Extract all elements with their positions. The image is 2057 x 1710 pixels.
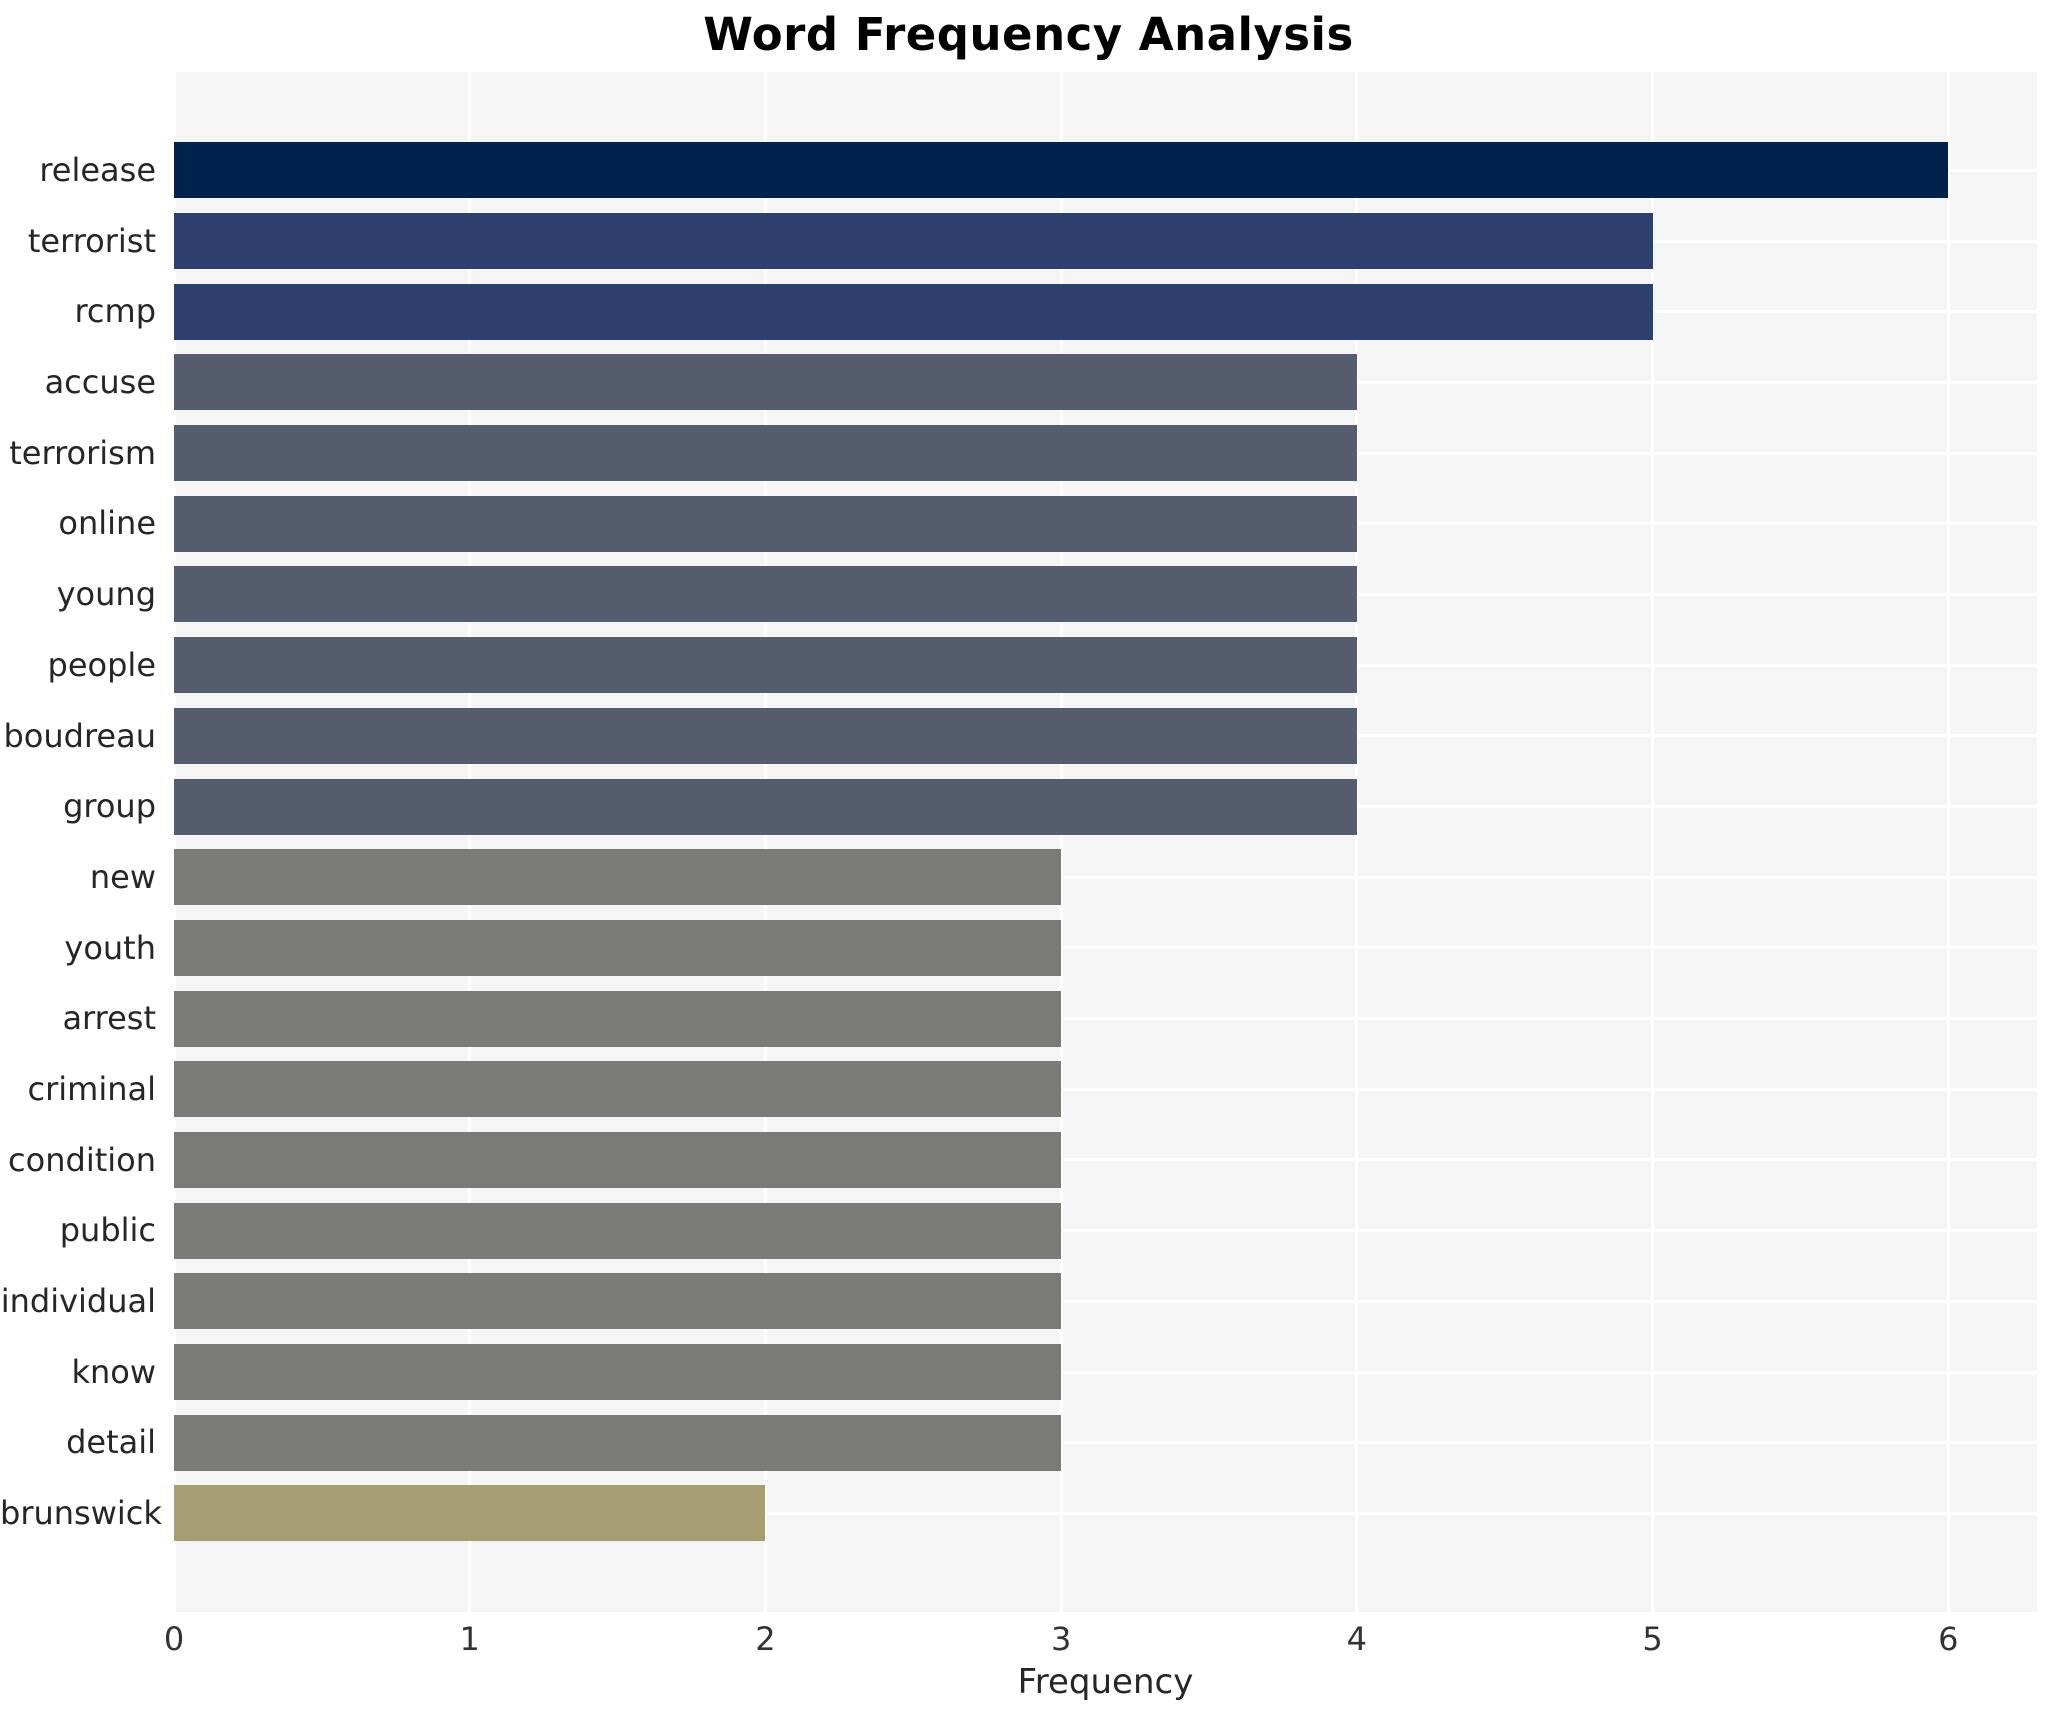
bar-row: people: [48, 630, 2037, 701]
y-axis-label: detail: [66, 1423, 156, 1462]
frequency-bar: [174, 142, 1949, 199]
row-gridline: [174, 1017, 2037, 1021]
x-tick-label: 6: [1938, 1620, 1959, 1658]
frequency-bar: [174, 1344, 1062, 1401]
bar-row: detail: [66, 1407, 2037, 1478]
frequency-bar: [174, 637, 1357, 694]
y-axis-label: public: [59, 1211, 156, 1250]
frequency-bar: [174, 213, 1653, 270]
y-axis-label: terrorism: [9, 433, 156, 472]
frequency-bar: [174, 707, 1357, 764]
row-gridline: [174, 1229, 2037, 1233]
frequency-bar: [174, 425, 1357, 482]
chart-title: Word Frequency Analysis: [703, 8, 1354, 61]
y-axis-label: young: [56, 575, 156, 614]
y-axis-label: terrorist: [27, 221, 156, 260]
frequency-bar: [174, 1414, 1062, 1471]
plot-area: release terrorist rcmp accuse terrorism onlin…: [0, 72, 2037, 1612]
x-tick-label: 3: [1050, 1620, 1072, 1658]
bar-row: condition: [8, 1125, 2037, 1196]
y-axis-label: online: [58, 504, 156, 543]
bar-row: rcmp: [74, 276, 2037, 347]
row-gridline: [174, 1087, 2037, 1091]
bar-row: accuse: [45, 347, 2037, 418]
row-gridline: [174, 1370, 2037, 1374]
x-tick-label: 4: [1346, 1620, 1368, 1658]
frequency-bar: [174, 849, 1062, 906]
frequency-bar: [174, 1061, 1062, 1118]
bar-row: know: [71, 1337, 2037, 1408]
bar-row: young: [57, 559, 2037, 630]
x-tick-label: 0: [163, 1620, 185, 1658]
frequency-bar: [174, 566, 1357, 623]
y-axis-label: know: [71, 1352, 156, 1391]
y-axis-label: rcmp: [74, 292, 156, 331]
row-gridline: [174, 1158, 2037, 1162]
vertical-gridline: [172, 72, 176, 1612]
bar-row: criminal: [28, 1054, 2037, 1125]
frequency-bar: [174, 919, 1062, 976]
y-axis-label: accuse: [44, 363, 156, 402]
row-gridline: [174, 1299, 2037, 1303]
frequency-bar: [174, 1273, 1062, 1330]
y-axis-label: condition: [8, 1140, 156, 1179]
bar-row: individual: [1, 1266, 2037, 1337]
frequency-bar: [174, 1131, 1062, 1188]
frequency-bar: [174, 778, 1357, 835]
bar-row: terrorist: [28, 206, 2037, 277]
row-gridline: [174, 946, 2037, 950]
bar-row: arrest: [62, 983, 2037, 1054]
frequency-bar: [174, 495, 1357, 552]
x-tick-label: 1: [459, 1620, 480, 1658]
frequency-bar: [174, 354, 1357, 411]
bar-row: terrorism: [9, 418, 2037, 489]
vertical-gridline: [468, 72, 472, 1612]
bar-row: new: [90, 842, 2037, 913]
y-axis-label: brunswick: [0, 1494, 162, 1533]
bar-row: brunswick: [0, 1478, 2037, 1549]
y-axis-label: people: [47, 645, 156, 684]
y-axis-label: criminal: [27, 1069, 156, 1108]
y-axis-label: youth: [64, 928, 156, 967]
bar-row: group: [63, 771, 2037, 842]
bar-row: public: [60, 1195, 2037, 1266]
x-tick-label: 5: [1642, 1620, 1663, 1658]
x-tick-label: 2: [755, 1620, 776, 1658]
bar-row: boudreau: [3, 701, 2037, 772]
frequency-bar: [174, 990, 1062, 1047]
y-axis-label: arrest: [62, 999, 156, 1038]
y-axis-label: group: [63, 787, 156, 826]
x-axis-ticks: 0 1 2 3 4 5 6: [164, 1620, 2037, 1662]
row-gridline: [174, 875, 2037, 879]
bar-rows: release terrorist rcmp accuse terrorism onlin…: [0, 135, 2037, 1549]
y-axis-label: release: [39, 151, 156, 189]
row-gridline: [174, 1441, 2037, 1445]
bar-row: release: [39, 135, 2037, 206]
y-axis-label: boudreau: [3, 716, 156, 755]
vertical-gridline: [1355, 72, 1359, 1612]
bar-row: online: [58, 488, 2037, 559]
row-gridline: [174, 1511, 2037, 1515]
x-axis-label: Frequency: [1017, 1662, 1194, 1702]
bar-row: youth: [64, 913, 2037, 984]
vertical-gridline: [1651, 72, 1655, 1612]
y-axis-label: individual: [0, 1282, 156, 1320]
frequency-bar: [174, 1485, 766, 1542]
frequency-bar: [174, 283, 1653, 340]
vertical-gridline: [1946, 72, 1950, 1612]
vertical-gridline: [763, 72, 767, 1612]
y-axis-label: new: [89, 857, 156, 896]
vertical-gridline: [1059, 72, 1063, 1612]
frequency-bar: [174, 1202, 1062, 1259]
